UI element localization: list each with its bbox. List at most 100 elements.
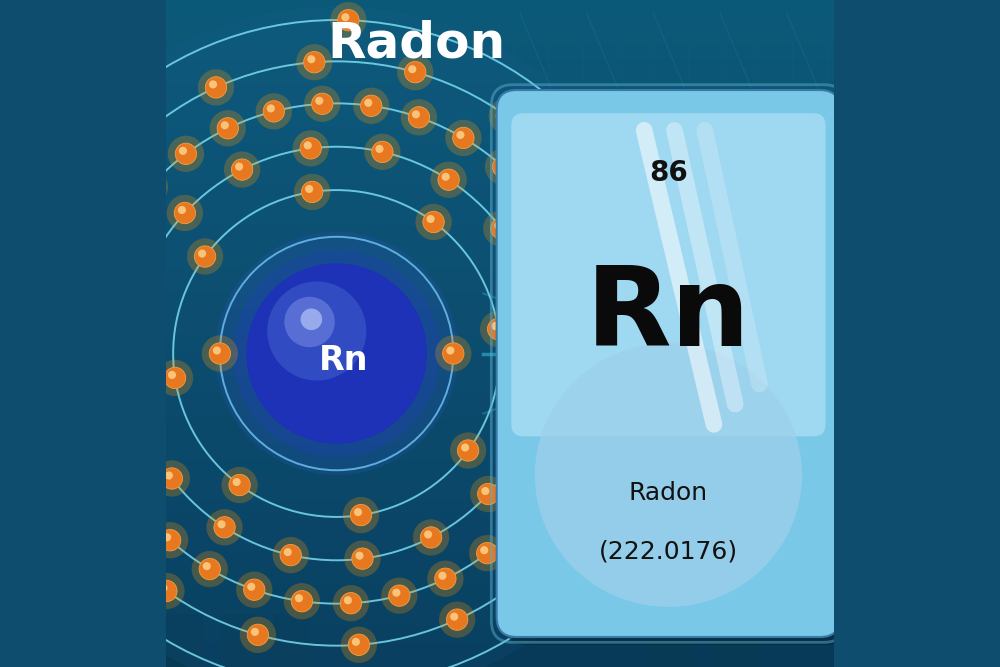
Bar bbox=[166, 634, 834, 642]
Circle shape bbox=[330, 2, 367, 39]
Circle shape bbox=[579, 332, 587, 340]
Bar bbox=[166, 475, 834, 484]
Circle shape bbox=[165, 472, 173, 480]
Bar bbox=[166, 125, 834, 133]
Circle shape bbox=[341, 13, 349, 21]
Circle shape bbox=[251, 628, 259, 636]
Bar bbox=[166, 175, 834, 183]
Circle shape bbox=[35, 314, 57, 336]
Bar bbox=[166, 117, 834, 125]
Circle shape bbox=[80, 361, 88, 369]
Circle shape bbox=[494, 221, 502, 229]
Circle shape bbox=[202, 336, 238, 372]
Bar bbox=[166, 100, 834, 108]
Circle shape bbox=[405, 61, 426, 83]
Circle shape bbox=[69, 350, 105, 386]
Circle shape bbox=[221, 467, 258, 503]
Bar bbox=[166, 575, 834, 584]
Circle shape bbox=[338, 9, 359, 31]
Circle shape bbox=[620, 375, 628, 384]
Bar bbox=[166, 642, 834, 650]
Bar bbox=[166, 550, 834, 559]
Bar bbox=[166, 350, 834, 359]
Bar bbox=[166, 426, 834, 434]
Circle shape bbox=[77, 500, 114, 537]
Bar bbox=[166, 367, 834, 375]
Circle shape bbox=[174, 202, 196, 223]
Circle shape bbox=[240, 617, 276, 653]
Circle shape bbox=[423, 211, 444, 233]
Circle shape bbox=[104, 456, 112, 464]
Circle shape bbox=[509, 416, 545, 452]
Circle shape bbox=[364, 134, 401, 170]
Bar bbox=[166, 33, 834, 41]
Circle shape bbox=[235, 163, 243, 171]
Bar bbox=[166, 517, 834, 526]
Bar bbox=[166, 67, 834, 75]
Circle shape bbox=[99, 99, 120, 120]
Bar bbox=[166, 584, 834, 592]
Circle shape bbox=[456, 131, 464, 139]
Circle shape bbox=[477, 542, 498, 564]
Circle shape bbox=[187, 238, 223, 275]
Circle shape bbox=[214, 517, 235, 538]
Bar bbox=[166, 308, 834, 317]
Circle shape bbox=[439, 602, 475, 638]
Circle shape bbox=[76, 398, 113, 434]
Circle shape bbox=[492, 156, 514, 177]
Circle shape bbox=[291, 590, 313, 612]
Circle shape bbox=[574, 378, 595, 399]
Circle shape bbox=[152, 522, 188, 558]
Circle shape bbox=[344, 540, 381, 577]
Bar bbox=[166, 275, 834, 283]
Circle shape bbox=[305, 185, 313, 193]
Circle shape bbox=[401, 99, 437, 135]
Bar bbox=[166, 542, 834, 550]
Circle shape bbox=[523, 544, 559, 580]
Bar bbox=[166, 392, 834, 400]
Circle shape bbox=[304, 85, 340, 122]
Circle shape bbox=[263, 101, 284, 122]
Circle shape bbox=[74, 563, 111, 599]
Bar bbox=[166, 617, 834, 626]
Circle shape bbox=[307, 55, 315, 63]
Circle shape bbox=[159, 584, 167, 592]
Bar bbox=[647, 614, 693, 667]
Circle shape bbox=[175, 143, 197, 165]
Bar bbox=[166, 250, 834, 258]
Circle shape bbox=[513, 510, 534, 531]
Circle shape bbox=[529, 196, 537, 204]
Circle shape bbox=[304, 51, 325, 73]
Circle shape bbox=[192, 551, 228, 587]
Circle shape bbox=[453, 127, 474, 149]
Circle shape bbox=[438, 169, 459, 190]
Circle shape bbox=[530, 552, 552, 573]
Bar bbox=[166, 267, 834, 275]
Circle shape bbox=[273, 537, 309, 573]
Circle shape bbox=[352, 548, 373, 570]
Circle shape bbox=[551, 234, 572, 255]
Circle shape bbox=[589, 469, 611, 490]
Circle shape bbox=[267, 281, 366, 380]
Circle shape bbox=[542, 470, 563, 491]
Circle shape bbox=[231, 159, 253, 180]
Circle shape bbox=[562, 108, 599, 144]
Circle shape bbox=[122, 134, 143, 155]
Circle shape bbox=[450, 432, 486, 469]
Bar bbox=[166, 375, 834, 384]
Circle shape bbox=[82, 570, 103, 592]
Bar bbox=[166, 659, 834, 667]
Circle shape bbox=[143, 180, 151, 188]
Bar bbox=[166, 358, 834, 367]
Circle shape bbox=[571, 181, 579, 189]
Circle shape bbox=[500, 109, 508, 117]
Circle shape bbox=[491, 218, 512, 239]
Circle shape bbox=[304, 141, 312, 149]
Text: Radon: Radon bbox=[328, 19, 506, 67]
Circle shape bbox=[372, 141, 393, 163]
Circle shape bbox=[427, 215, 435, 223]
Bar bbox=[166, 242, 834, 250]
Circle shape bbox=[301, 181, 323, 203]
Bar bbox=[166, 192, 834, 200]
Bar bbox=[166, 400, 834, 408]
